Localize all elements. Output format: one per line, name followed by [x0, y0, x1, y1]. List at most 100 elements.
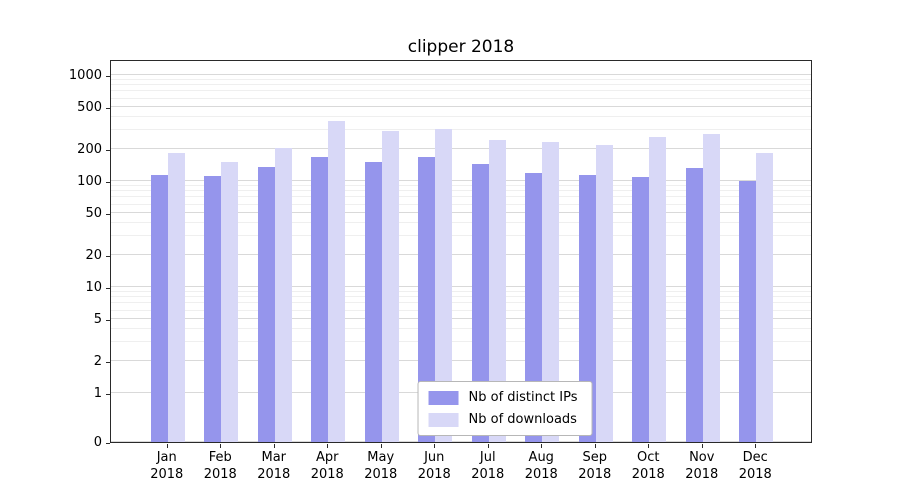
legend: Nb of distinct IPs Nb of downloads	[417, 381, 593, 436]
y-tick-mark	[106, 288, 110, 289]
x-tick-label: Sep 2018	[578, 450, 612, 482]
chart-title: clipper 2018	[407, 37, 515, 57]
x-tick-mark	[220, 444, 222, 448]
x-tick-label: May 2018	[364, 450, 398, 482]
x-tick-mark	[648, 444, 650, 448]
x-tick-label: Dec 2018	[738, 450, 772, 482]
gridline-minor	[111, 196, 811, 198]
bar-nov-downloads	[702, 134, 720, 442]
legend-swatch-distinct-ips	[428, 390, 459, 405]
y-tick-label: 1000	[68, 68, 102, 83]
gridline-minor	[111, 302, 811, 304]
gridline-major	[111, 254, 811, 256]
y-tick-mark	[106, 213, 110, 215]
y-tick-mark	[106, 107, 110, 109]
bar-jul-downloads	[488, 139, 506, 442]
y-tick-mark	[106, 443, 110, 444]
x-tick-mark	[327, 444, 329, 448]
bar-apr-downloads	[328, 121, 346, 442]
y-tick-mark	[106, 394, 110, 395]
x-tick-mark	[273, 444, 275, 448]
bar-feb-distinct-ips	[204, 175, 222, 442]
gridline-minor	[111, 84, 811, 86]
y-tick-mark	[106, 256, 110, 258]
bar-aug-downloads	[542, 141, 560, 442]
x-tick-label: Aug 2018	[524, 450, 558, 482]
gridline-major	[111, 148, 811, 150]
bar-jan-downloads	[167, 152, 185, 442]
y-tick-label: 2	[93, 354, 102, 370]
gridline-minor	[111, 290, 811, 292]
gridline-minor	[111, 309, 811, 311]
gridline-minor	[111, 78, 811, 80]
bar-apr-distinct-ips	[311, 156, 329, 442]
bar-mar-downloads	[274, 147, 292, 442]
bar-sep-distinct-ips	[578, 175, 596, 442]
x-tick-mark	[594, 444, 596, 448]
y-tick-mark	[106, 76, 110, 77]
y-tick-mark	[106, 182, 110, 183]
bar-may-downloads	[381, 131, 399, 442]
x-tick-label: Feb 2018	[203, 450, 237, 482]
x-tick-label: Apr 2018	[310, 450, 344, 482]
x-tick-mark	[380, 444, 382, 448]
gridline-minor	[111, 116, 811, 118]
bar-jun-downloads	[435, 128, 453, 442]
bar-mar-distinct-ips	[257, 167, 275, 442]
gridline-major	[111, 441, 811, 442]
gridline-major	[111, 360, 811, 362]
legend-label-downloads: Nb of downloads	[468, 412, 577, 427]
y-tick-label: 5	[93, 311, 102, 327]
bar-nov-distinct-ips	[685, 168, 703, 442]
legend-item-distinct-ips: Nb of distinct IPs	[428, 390, 578, 405]
gridline-minor	[111, 341, 811, 343]
x-tick-mark	[701, 444, 703, 448]
gridline-minor	[111, 129, 811, 131]
x-tick-label: Jan 2018	[150, 450, 184, 482]
bar-dec-distinct-ips	[739, 180, 757, 442]
x-tick-label: Jul 2018	[471, 450, 505, 482]
gridline-major	[111, 211, 811, 213]
gridline-major	[111, 286, 811, 287]
gridline-major	[111, 180, 811, 181]
gridline-minor	[111, 184, 811, 186]
x-tick-label: Oct 2018	[631, 450, 665, 482]
bar-dec-downloads	[756, 152, 774, 442]
y-tick-mark	[106, 150, 110, 152]
gridline-minor	[111, 296, 811, 298]
bar-jul-distinct-ips	[471, 163, 489, 442]
y-tick-mark	[106, 362, 110, 364]
bar-feb-downloads	[221, 162, 239, 442]
bar-jan-distinct-ips	[150, 174, 168, 442]
gridline-minor	[111, 190, 811, 192]
gridline-minor	[111, 222, 811, 224]
bar-oct-distinct-ips	[632, 177, 650, 442]
legend-label-distinct-ips: Nb of distinct IPs	[468, 390, 578, 405]
gridline-minor	[111, 328, 811, 330]
y-tick-label: 20	[85, 248, 102, 264]
x-tick-label: Mar 2018	[257, 450, 291, 482]
y-tick-mark	[106, 319, 110, 321]
gridline-major	[111, 317, 811, 319]
x-tick-mark	[541, 444, 543, 448]
x-tick-label: Jun 2018	[417, 450, 451, 482]
x-tick-label: Nov 2018	[685, 450, 719, 482]
gridline-minor	[111, 235, 811, 237]
legend-swatch-downloads	[428, 412, 459, 427]
bar-may-distinct-ips	[364, 161, 382, 442]
legend-item-downloads: Nb of downloads	[428, 412, 578, 427]
y-tick-label: 0	[93, 435, 102, 450]
y-tick-label: 100	[77, 174, 102, 189]
gridline-minor	[111, 97, 811, 99]
y-tick-label: 1	[93, 386, 102, 401]
bar-aug-distinct-ips	[525, 172, 543, 442]
y-tick-label: 10	[85, 280, 102, 295]
y-tick-label: 500	[77, 99, 102, 115]
gridline-minor	[111, 90, 811, 92]
bar-jun-distinct-ips	[418, 156, 436, 442]
y-tick-label: 200	[77, 142, 102, 158]
plot-area: Nb of distinct IPs Nb of downloads	[110, 60, 812, 443]
y-tick-label: 50	[85, 205, 102, 221]
gridline-major	[111, 74, 811, 75]
